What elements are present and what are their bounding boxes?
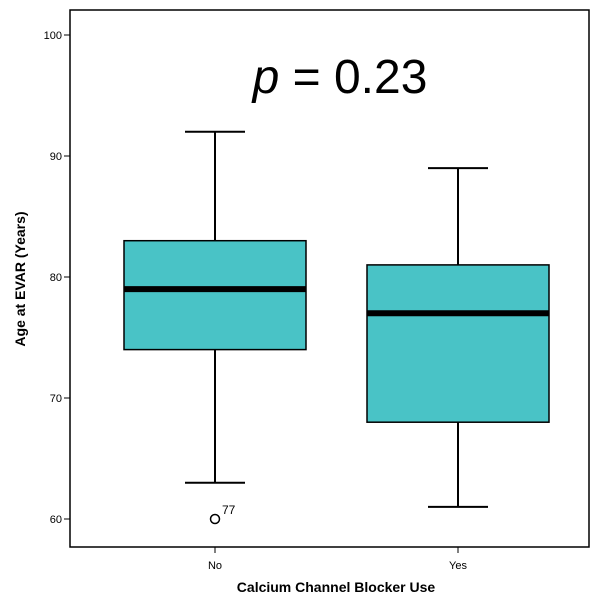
iqr-box-no [123,239,307,351]
y-tick-label-60: 60 [50,514,62,526]
x-tick-label-no: No [208,560,222,572]
iqr-box-yes [366,264,550,423]
y-tick-label-90: 90 [50,151,62,163]
y-tick-label-80: 80 [50,272,62,284]
box-group-yes [366,167,550,508]
x-axis-title: Calcium Channel Blocker Use [237,579,436,595]
annotation-value: = 0.23 [279,51,427,104]
x-axis: No Yes [208,547,467,572]
annotation-p: p [251,51,280,104]
annotation-text: p = 0.23 [251,51,428,104]
box-group-no: 77 [123,130,307,525]
box-series: 77 [123,130,550,525]
y-axis-title: Age at EVAR (Years) [12,211,28,346]
outlier-label-no: 77 [222,503,236,517]
x-tick-label-yes: Yes [449,560,467,572]
y-axis: 60 70 80 90 100 [44,30,70,526]
plot-frame [69,9,590,548]
y-tick-label-70: 70 [50,393,62,405]
y-tick-label-100: 100 [44,30,62,42]
outlier-point-no [209,513,221,525]
